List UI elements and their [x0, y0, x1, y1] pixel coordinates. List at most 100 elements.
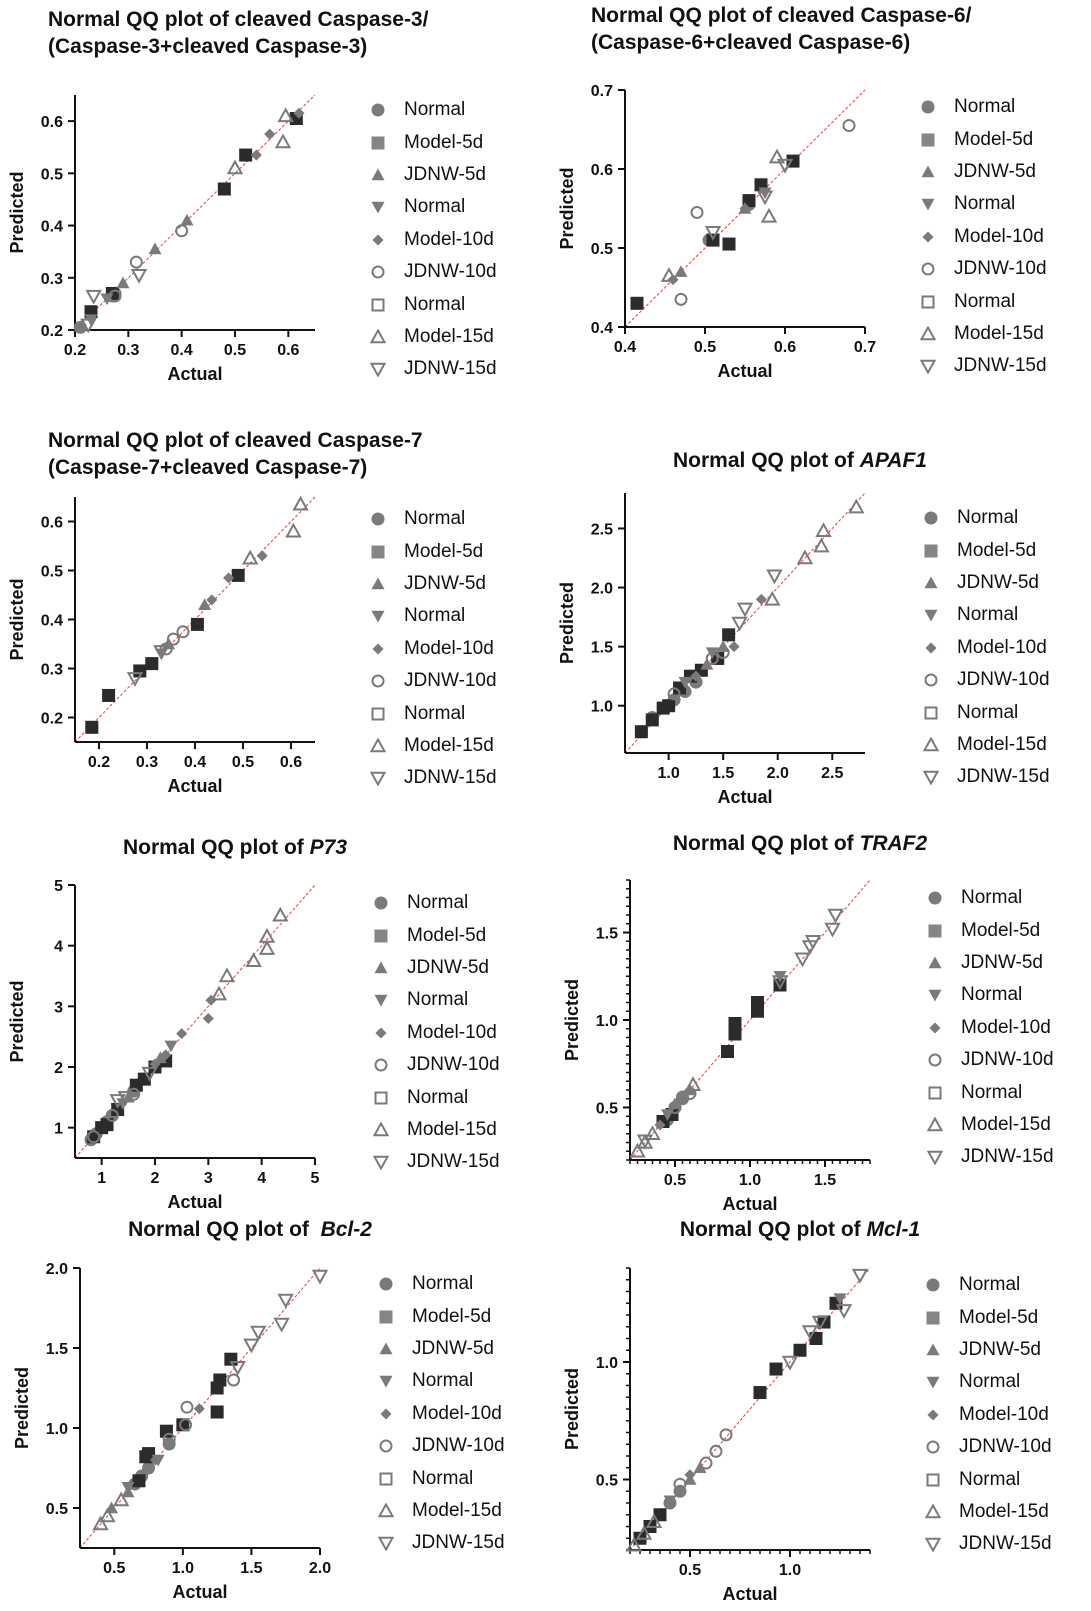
triangle-up-filled-icon — [379, 1342, 393, 1355]
triangle-down-open-icon-shape — [927, 1151, 943, 1166]
legend-item: Normal — [373, 1081, 500, 1113]
qq-plot: 1 2 3 4 5 1 2 3 4 5 Actual Predicted — [7, 878, 320, 1212]
circle-filled-icon-shape — [371, 512, 385, 526]
y-tick-label: 0.6 — [591, 162, 613, 179]
legend-item: Normal — [920, 285, 1047, 317]
data-point — [190, 617, 204, 631]
data-point — [815, 522, 832, 538]
data-point — [684, 1469, 696, 1481]
legend-label: Normal — [954, 193, 1016, 215]
legend-item: Normal — [923, 599, 1050, 631]
data-point — [176, 625, 190, 639]
data-point — [654, 1119, 666, 1131]
legend-item: Normal — [373, 984, 500, 1016]
data-point — [243, 1338, 260, 1354]
square-open-icon-shape — [921, 295, 935, 309]
legend: Normal Model-5d JDNW-5d Normal Model-10d JDNW… — [370, 94, 497, 386]
data-point — [851, 1268, 869, 1284]
triangle-up-open-icon-shape — [923, 736, 939, 752]
legend-item: Normal — [923, 502, 1050, 534]
data-point — [667, 274, 679, 286]
legend-label: Model-5d — [954, 128, 1034, 150]
legend-label: Normal — [404, 99, 466, 121]
x-tick-label: 5 — [311, 1170, 320, 1187]
x-tick-label: 1.0 — [739, 1172, 761, 1189]
data-point — [645, 1513, 663, 1528]
data-point — [102, 688, 116, 702]
chart-title-part: Mcl-1 — [866, 1218, 921, 1241]
data-point — [676, 1090, 689, 1104]
square-open-icon — [928, 1086, 942, 1100]
y-tick-label: 0.5 — [591, 241, 613, 258]
qq-plot: 0.2 0.3 0.4 0.5 0.6 0.2 0.3 0.4 0.5 0.6 Actual Pred… — [7, 94, 316, 384]
square-open-icon-shape — [374, 1091, 388, 1105]
data-point — [256, 550, 268, 562]
y-tick-label: 0.3 — [41, 662, 63, 679]
data-point — [245, 952, 262, 968]
x-tick-label: 1.5 — [814, 1172, 836, 1189]
x-tick-label: 0.3 — [117, 342, 139, 359]
circle-open-icon-shape — [374, 1058, 388, 1072]
legend-item: JDNW-5d — [920, 156, 1047, 188]
legend-label: Normal — [412, 1467, 474, 1489]
x-axis-title: Actual — [717, 787, 772, 807]
x-axis-title: Actual — [722, 1194, 777, 1214]
data-point — [634, 725, 648, 739]
legend-item: Normal — [927, 979, 1054, 1011]
legend-label: JDNW-10d — [404, 261, 497, 283]
data-point — [693, 1461, 707, 1473]
data-point — [127, 1087, 141, 1101]
legend-item: JDNW-10d — [923, 664, 1050, 696]
square-filled-icon-shape — [371, 545, 385, 559]
x-axis-title: Actual — [167, 1192, 222, 1212]
data-point — [756, 190, 774, 206]
y-tick-label: 1.5 — [46, 1341, 68, 1358]
data-point — [793, 1343, 807, 1357]
legend-item: JDNW-10d — [925, 1431, 1052, 1463]
triangle-up-filled-icon — [924, 576, 938, 589]
data-point — [796, 549, 814, 565]
y-axis-title: Predicted — [562, 1368, 582, 1450]
legend-item: Model-5d — [920, 123, 1047, 155]
data-point — [85, 720, 99, 734]
chart-title: Normal QQ plot of Bcl-2 — [35, 1216, 465, 1243]
legend: Normal Model-5d JDNW-5d Normal Model-10d JDNW… — [925, 1269, 1052, 1561]
legend-item: Normal — [378, 1365, 505, 1397]
diamond-filled-icon — [922, 231, 934, 243]
legend-label: Model-5d — [959, 1306, 1039, 1328]
square-open-icon — [371, 298, 385, 312]
data-point — [674, 1485, 686, 1497]
square-filled-icon — [374, 929, 388, 943]
y-tick-label: 2.0 — [591, 581, 613, 598]
y-tick-label: 1 — [54, 1121, 63, 1138]
square-open-icon-shape — [926, 1473, 940, 1487]
data-point — [722, 628, 736, 642]
x-axis-title: Actual — [172, 1582, 227, 1602]
triangle-up-open-icon — [378, 1502, 394, 1518]
legend-item: JDNW-15d — [927, 1141, 1054, 1173]
data-point — [274, 133, 292, 149]
data-point — [728, 641, 740, 653]
legend-label: Model-10d — [404, 637, 494, 659]
qq-plot: 1.0 1.5 2.0 2.5 1.0 1.5 2.0 2.5 Actual Predicted — [557, 492, 866, 807]
legend-label: Normal — [961, 984, 1023, 1006]
data-point — [218, 967, 236, 983]
circle-filled-icon-shape — [926, 1278, 940, 1292]
chart-title-part: Normal QQ plot of cleaved Caspase-6/ — [591, 4, 972, 27]
legend-label: JDNW-15d — [412, 1532, 505, 1554]
legend-label: Normal — [407, 1086, 469, 1108]
data-point — [705, 651, 719, 665]
triangle-down-open-icon-shape — [925, 1538, 941, 1553]
x-tick-label: 0.5 — [664, 1172, 686, 1189]
x-tick-label: 2.5 — [821, 765, 843, 782]
legend-item: Normal — [378, 1462, 505, 1494]
legend-label: JDNW-15d — [954, 355, 1047, 377]
legend-label: Model-5d — [961, 919, 1041, 941]
triangle-up-filled-icon-shape — [379, 1342, 393, 1355]
legend-item: Model-15d — [370, 321, 497, 353]
data-point — [804, 935, 822, 950]
qq-panel-5: Normal QQ plot of P73 1 2 3 4 5 1 2 3 4 5 Actual Pre… — [0, 810, 545, 1212]
legend-label: Normal — [959, 1274, 1021, 1296]
y-tick-label: 0.7 — [591, 83, 613, 100]
data-point — [277, 1293, 294, 1309]
